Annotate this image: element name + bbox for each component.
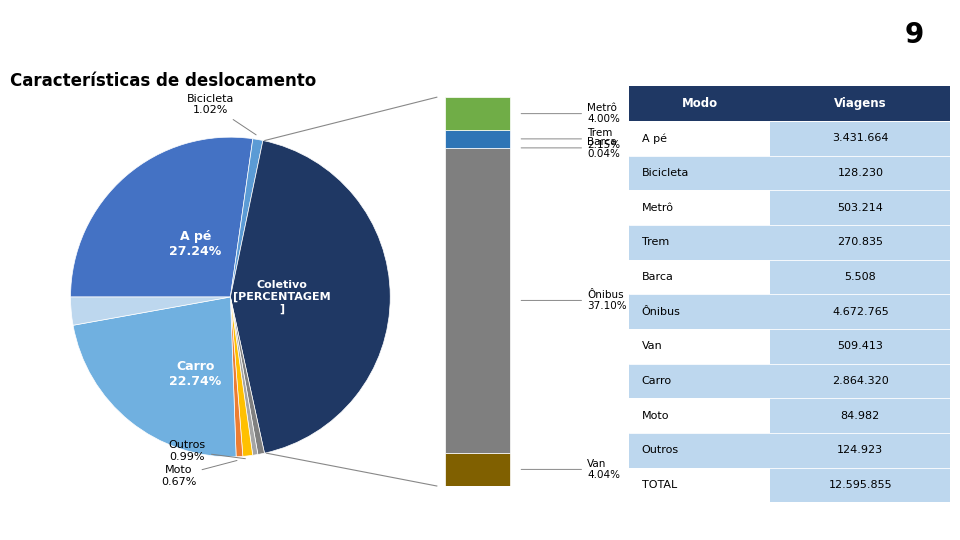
Bar (770, 468, 950, 502)
Text: A pé: A pé (641, 133, 666, 144)
Text: Coletivo
[PERCENTAGEM
]: Coletivo [PERCENTAGEM ] (232, 280, 330, 314)
Bar (445, 97, 511, 130)
Bar (629, 294, 770, 329)
Wedge shape (230, 297, 243, 457)
Bar (629, 260, 770, 294)
Text: Carro: Carro (641, 376, 672, 386)
Bar (629, 363, 770, 399)
Text: Moto
0.67%: Moto 0.67% (161, 461, 237, 487)
Text: 124.923: 124.923 (837, 445, 883, 455)
Text: Bicicleta: Bicicleta (641, 168, 689, 178)
Wedge shape (230, 297, 265, 455)
Bar (629, 399, 770, 433)
Text: Modo: Modo (682, 97, 718, 110)
Text: Barca: Barca (641, 272, 674, 282)
Text: 509.413: 509.413 (837, 341, 883, 352)
Bar (445, 148, 511, 453)
Bar (629, 225, 770, 260)
Bar (770, 121, 950, 156)
Bar (629, 329, 770, 363)
Text: Outros
0.99%: Outros 0.99% (169, 440, 246, 462)
Bar (770, 294, 950, 329)
Bar (445, 130, 511, 148)
Bar (629, 86, 950, 121)
Bar (770, 399, 950, 433)
Text: Moto: Moto (641, 410, 669, 421)
Wedge shape (70, 297, 230, 325)
Text: Viagens: Viagens (834, 97, 887, 110)
Text: Van: Van (641, 341, 662, 352)
Text: Trem: Trem (641, 237, 669, 247)
Bar (770, 363, 950, 399)
Text: Bicicleta
1.02%: Bicicleta 1.02% (187, 93, 256, 135)
Text: Trem
2.15%: Trem 2.15% (521, 128, 620, 150)
Bar (770, 190, 950, 225)
Bar (629, 190, 770, 225)
Wedge shape (230, 297, 258, 455)
Bar (629, 121, 770, 156)
Text: Barca
0.04%: Barca 0.04% (521, 137, 620, 159)
Bar (629, 468, 770, 502)
Bar (445, 453, 511, 486)
Text: TOTAL: TOTAL (641, 480, 677, 490)
Wedge shape (230, 139, 263, 297)
Text: Van
4.04%: Van 4.04% (521, 458, 620, 480)
Text: 84.982: 84.982 (841, 410, 880, 421)
Text: Ônibus
37.10%: Ônibus 37.10% (521, 289, 627, 311)
Text: Carro
22.74%: Carro 22.74% (169, 360, 222, 388)
Bar (770, 260, 950, 294)
Text: Características de deslocamento: Características de deslocamento (10, 72, 316, 90)
Text: 5.508: 5.508 (845, 272, 876, 282)
Text: Metrô: Metrô (641, 202, 674, 213)
Wedge shape (230, 297, 252, 456)
Text: Outros: Outros (641, 445, 679, 455)
Bar (770, 329, 950, 363)
Text: A pé
27.24%: A pé 27.24% (169, 230, 222, 258)
Text: 4.672.765: 4.672.765 (832, 307, 889, 316)
Wedge shape (230, 140, 390, 453)
Text: Ônibus: Ônibus (641, 307, 681, 316)
Bar (629, 156, 770, 190)
Text: 3.431.664: 3.431.664 (832, 133, 889, 144)
Text: 2.864.320: 2.864.320 (832, 376, 889, 386)
Bar (869, 0, 960, 70)
Text: 503.214: 503.214 (837, 202, 883, 213)
Bar (770, 156, 950, 190)
Text: 270.835: 270.835 (837, 237, 883, 247)
Text: 9: 9 (904, 21, 924, 49)
Wedge shape (70, 137, 252, 297)
Wedge shape (73, 297, 236, 457)
Text: 128.230: 128.230 (837, 168, 883, 178)
Text: Metrô
4.00%: Metrô 4.00% (521, 103, 620, 124)
Bar (770, 433, 950, 468)
Text: PMUS - Diagnóstico: PMUS - Diagnóstico (630, 24, 859, 46)
Bar (629, 433, 770, 468)
Text: 12.595.855: 12.595.855 (828, 480, 892, 490)
Bar (770, 225, 950, 260)
